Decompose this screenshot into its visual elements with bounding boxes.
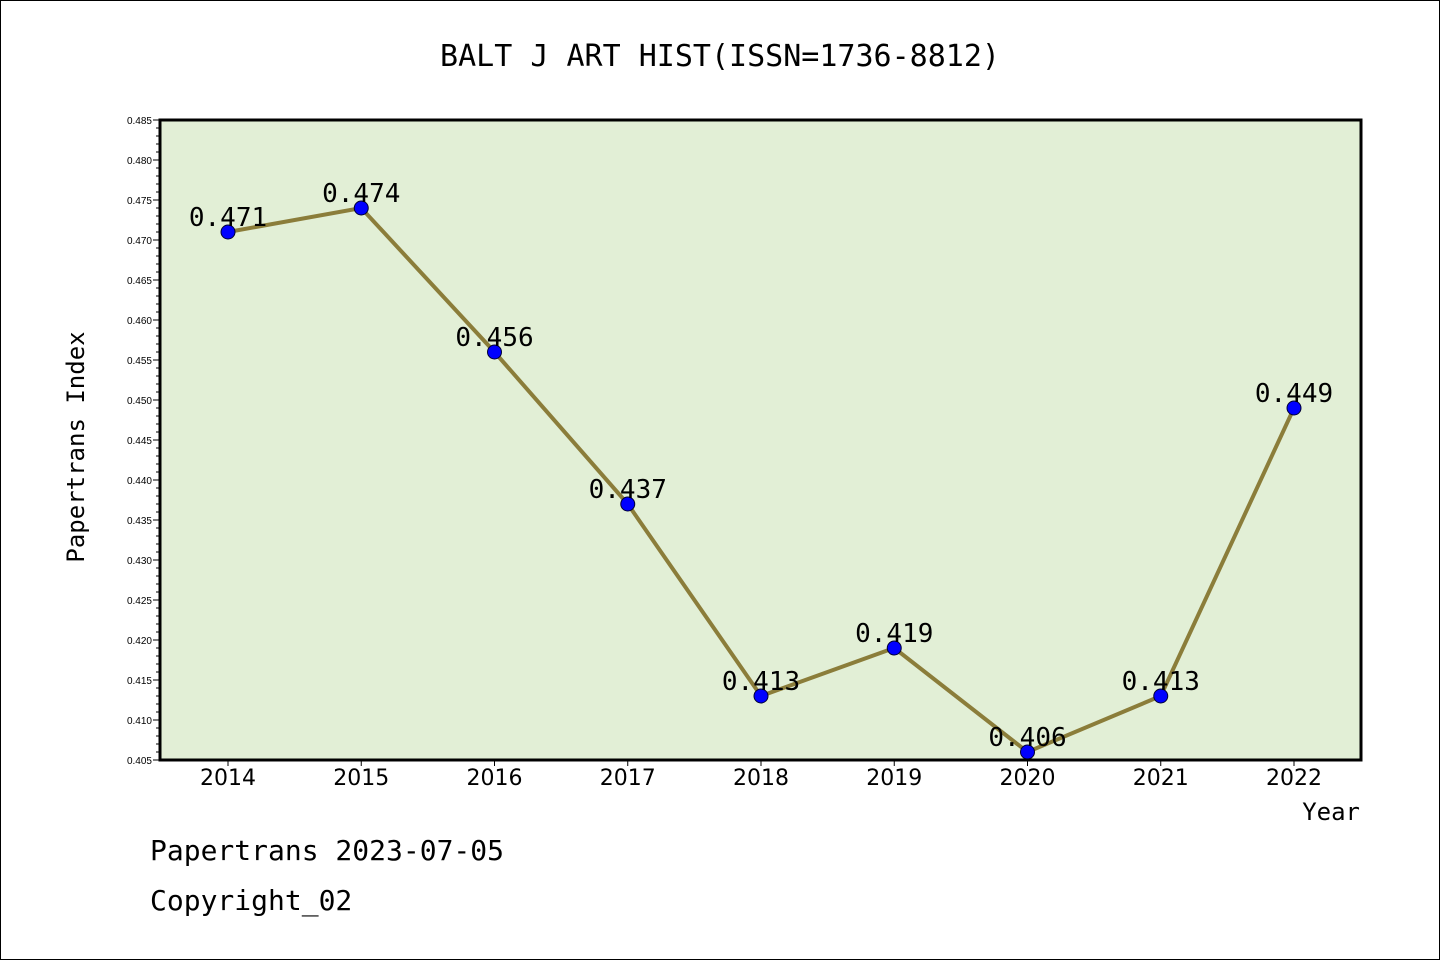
data-label: 0.471 [189,203,267,233]
x-tick-label: 2021 [1133,766,1189,791]
y-axis: 0.405 0.410 0.415 0.420 0.425 0.430 0.435 0.440… [127,116,160,767]
data-point [1153,688,1169,704]
data-label: 0.456 [455,323,533,353]
series-points [220,200,1302,760]
data-point [220,224,236,240]
x-axis-title: Year [1302,798,1360,826]
y-tick-label: 0.435 [127,516,152,527]
data-point [1286,400,1302,416]
data-label: 0.437 [589,475,667,505]
footer-copyright: Copyright_02 [150,884,353,917]
y-tick-label: 0.470 [127,236,152,247]
y-tick-label: 0.450 [127,396,152,407]
x-axis: 2014 2015 2016 2017 2018 2019 2020 2021 2022 [200,760,1322,791]
data-point [353,200,369,216]
data-labels: 0.471 0.474 0.456 0.437 0.413 0.419 0.406 0.413… [189,179,1333,753]
data-label: 0.406 [988,723,1066,753]
data-point [753,688,769,704]
y-tick-label: 0.420 [127,636,152,647]
y-tick-label: 0.430 [127,556,152,567]
x-tick-label: 2020 [1000,766,1056,791]
y-tick-label: 0.445 [127,436,152,447]
data-point [487,344,502,360]
data-label: 0.419 [855,619,933,649]
y-tick-label: 0.475 [127,196,152,207]
y-tick-label: 0.465 [127,276,152,287]
y-tick-label: 0.485 [127,116,152,127]
data-label: 0.413 [722,667,800,697]
y-tick-label: 0.440 [127,476,152,487]
y-tick-label: 0.410 [127,716,152,727]
data-point [620,496,636,512]
y-tick-label: 0.460 [127,316,152,327]
data-label: 0.413 [1122,667,1200,697]
x-tick-label: 2015 [333,766,389,791]
footer-date: Papertrans 2023-07-05 [150,834,505,867]
data-point [886,640,902,656]
x-tick-label: 2022 [1266,766,1322,791]
x-tick-label: 2016 [467,766,523,791]
y-tick-label: 0.480 [127,156,152,167]
y-tick-label: 0.415 [127,676,152,687]
plot-area [160,120,1361,760]
y-tick-label: 0.405 [127,756,152,767]
data-label: 0.474 [322,179,400,209]
y-axis-title: Papertrans Index [62,331,90,562]
x-tick-label: 2018 [733,766,789,791]
plot-border [158,118,1363,762]
data-label: 0.449 [1255,379,1333,409]
y-tick-label: 0.455 [127,356,152,367]
chart-title: BALT J ART HIST(ISSN=1736-8812) [440,39,1000,74]
x-tick-label: 2014 [200,766,256,791]
x-tick-label: 2019 [866,766,922,791]
x-tick-label: 2017 [600,766,656,791]
y-tick-label: 0.425 [127,596,152,607]
